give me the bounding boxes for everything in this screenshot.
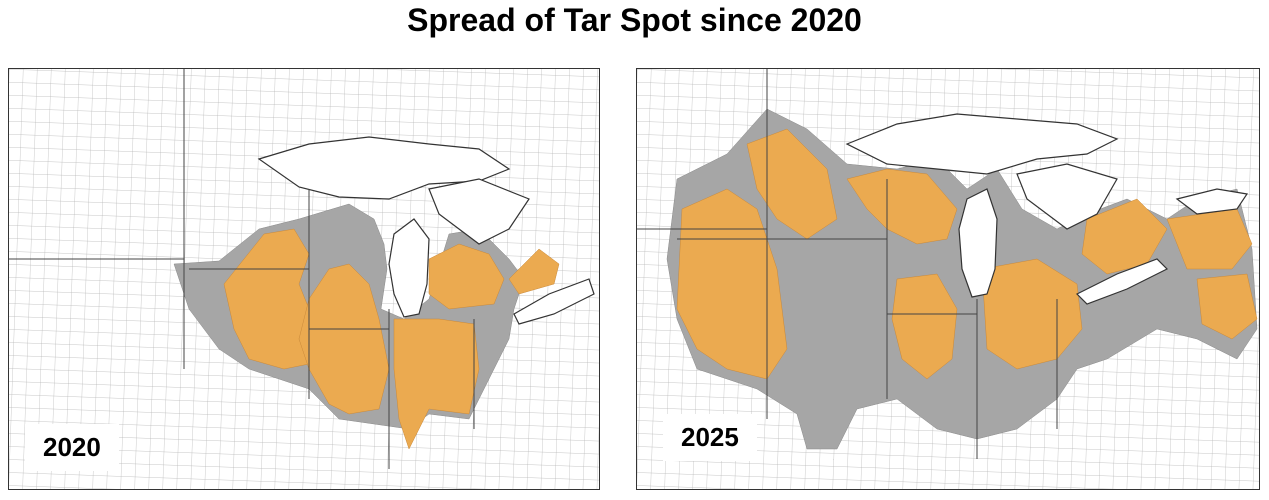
lake-ontario [1175, 188, 1249, 215]
lake-huron [428, 178, 530, 245]
orange-region-indiana [393, 318, 480, 450]
orange-region-minnesota [746, 128, 838, 240]
lake-huron [1016, 163, 1118, 230]
orange-region-west [676, 188, 788, 380]
orange-region-ontario [508, 248, 560, 295]
lake-michigan [388, 218, 430, 318]
orange-region-wisconsin [846, 168, 958, 245]
lake-superior [257, 136, 511, 200]
map-2020: 2020 [8, 68, 600, 490]
lake-superior [845, 113, 1119, 175]
state-lines [637, 69, 1058, 459]
lake-michigan [958, 188, 998, 298]
state-lines [9, 69, 475, 469]
map-2020-svg [9, 69, 599, 489]
orange-region-central [298, 263, 390, 415]
page-title: Spread of Tar Spot since 2020 [407, 2, 862, 38]
lake-erie [513, 278, 595, 325]
year-label: 2025 [663, 414, 757, 461]
orange-region-illinois [891, 273, 958, 380]
lake-erie [1075, 258, 1169, 305]
map-2025: 2025 [636, 68, 1260, 490]
orange-region-michigan [428, 243, 505, 310]
year-label: 2020 [25, 424, 119, 471]
orange-region-pennsylvania [1196, 273, 1258, 340]
